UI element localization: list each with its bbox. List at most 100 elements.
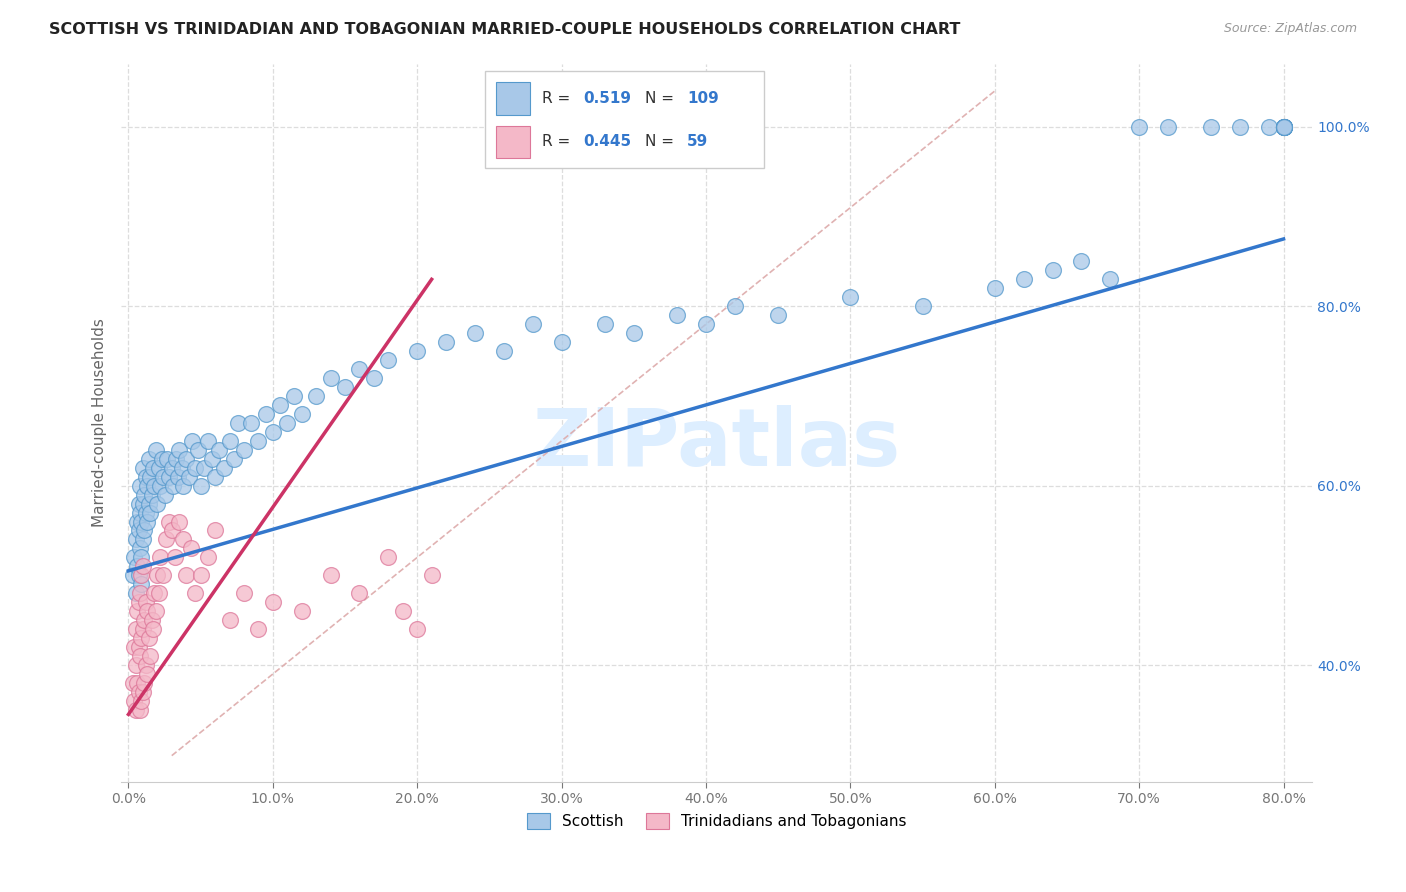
Point — [262, 425, 284, 439]
Point — [522, 317, 544, 331]
Point — [166, 469, 188, 483]
Point — [1272, 120, 1295, 134]
Point — [1099, 272, 1122, 286]
Point — [204, 469, 226, 483]
FancyBboxPatch shape — [496, 82, 530, 114]
Point — [157, 515, 180, 529]
Point — [174, 451, 197, 466]
Point — [132, 460, 155, 475]
Point — [142, 460, 165, 475]
Text: N =: N = — [645, 135, 679, 150]
Point — [197, 434, 219, 448]
Point — [464, 326, 486, 340]
Point — [291, 604, 314, 618]
Point — [131, 568, 153, 582]
Point — [131, 515, 153, 529]
Point — [766, 308, 789, 322]
Point — [143, 586, 166, 600]
Point — [208, 442, 231, 457]
Point — [136, 667, 159, 681]
Point — [190, 568, 212, 582]
Point — [197, 550, 219, 565]
Point — [291, 407, 314, 421]
Point — [222, 451, 245, 466]
Point — [139, 649, 162, 664]
Point — [145, 604, 167, 618]
Point — [212, 460, 235, 475]
Point — [135, 595, 157, 609]
Point — [129, 506, 152, 520]
Point — [226, 416, 249, 430]
Point — [135, 506, 157, 520]
Text: ZIPatlas: ZIPatlas — [533, 405, 901, 483]
Point — [134, 613, 156, 627]
Point — [1128, 120, 1150, 134]
Point — [128, 595, 150, 609]
Point — [146, 568, 169, 582]
Point — [180, 541, 202, 556]
Point — [1272, 120, 1295, 134]
FancyBboxPatch shape — [496, 126, 530, 158]
Text: 0.519: 0.519 — [583, 91, 631, 106]
Point — [1272, 120, 1295, 134]
Point — [1272, 120, 1295, 134]
Text: Source: ZipAtlas.com: Source: ZipAtlas.com — [1223, 22, 1357, 36]
Point — [167, 442, 190, 457]
Point — [181, 434, 204, 448]
Point — [218, 434, 240, 448]
Point — [420, 568, 443, 582]
Point — [1272, 120, 1295, 134]
Point — [127, 604, 149, 618]
Point — [167, 515, 190, 529]
Point — [148, 586, 170, 600]
Point — [129, 649, 152, 664]
Point — [157, 469, 180, 483]
Point — [136, 478, 159, 492]
Point — [141, 613, 163, 627]
Point — [152, 568, 174, 582]
Point — [218, 613, 240, 627]
Point — [1157, 120, 1180, 134]
Point — [143, 478, 166, 492]
Point — [132, 533, 155, 547]
Point — [363, 371, 385, 385]
Point — [391, 604, 413, 618]
FancyBboxPatch shape — [485, 71, 765, 168]
Point — [134, 676, 156, 690]
Point — [135, 469, 157, 483]
Point — [247, 434, 270, 448]
Point — [128, 497, 150, 511]
Point — [170, 460, 193, 475]
Point — [132, 497, 155, 511]
Point — [138, 497, 160, 511]
Point — [135, 658, 157, 673]
Point — [132, 622, 155, 636]
Point — [1272, 120, 1295, 134]
Text: R =: R = — [541, 91, 575, 106]
Point — [349, 362, 371, 376]
Point — [1042, 263, 1064, 277]
Point — [129, 541, 152, 556]
Point — [145, 442, 167, 457]
Point — [190, 478, 212, 492]
Point — [148, 460, 170, 475]
Point — [139, 506, 162, 520]
Point — [184, 586, 207, 600]
Text: 59: 59 — [688, 135, 709, 150]
Point — [724, 299, 747, 313]
Point — [121, 676, 143, 690]
Point — [138, 631, 160, 645]
Point — [160, 524, 183, 538]
Point — [146, 497, 169, 511]
Point — [163, 550, 186, 565]
Y-axis label: Married-couple Households: Married-couple Households — [93, 318, 107, 527]
Point — [187, 442, 209, 457]
Point — [1229, 120, 1251, 134]
Point — [122, 694, 145, 708]
Point — [128, 568, 150, 582]
Point — [160, 460, 183, 475]
Point — [128, 685, 150, 699]
Point — [131, 631, 153, 645]
Point — [305, 389, 328, 403]
Point — [156, 451, 179, 466]
